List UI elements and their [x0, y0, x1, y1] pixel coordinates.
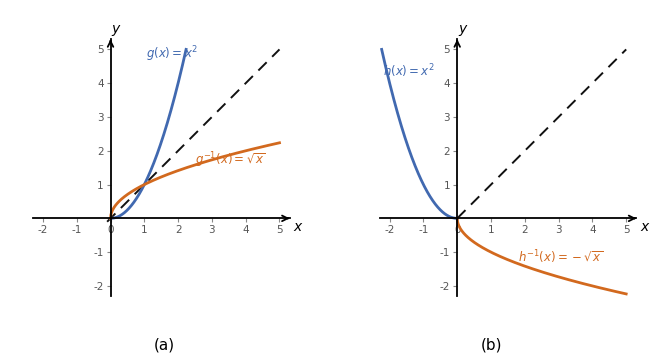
Text: (b): (b)	[482, 337, 502, 352]
Text: $y$: $y$	[112, 23, 122, 37]
Text: $x$: $x$	[640, 220, 650, 234]
Text: $h(x) = x^2$: $h(x) = x^2$	[383, 62, 435, 80]
Text: $h^{-1}(x) = -\sqrt{x}$: $h^{-1}(x) = -\sqrt{x}$	[518, 249, 604, 266]
Text: $x$: $x$	[293, 220, 304, 234]
Text: $y$: $y$	[458, 23, 468, 37]
Text: $g(x) = x^2$: $g(x) = x^2$	[146, 44, 198, 64]
Text: $g^{-1}(x) = \sqrt{x}$: $g^{-1}(x) = \sqrt{x}$	[195, 150, 266, 170]
Text: (a): (a)	[154, 337, 174, 352]
